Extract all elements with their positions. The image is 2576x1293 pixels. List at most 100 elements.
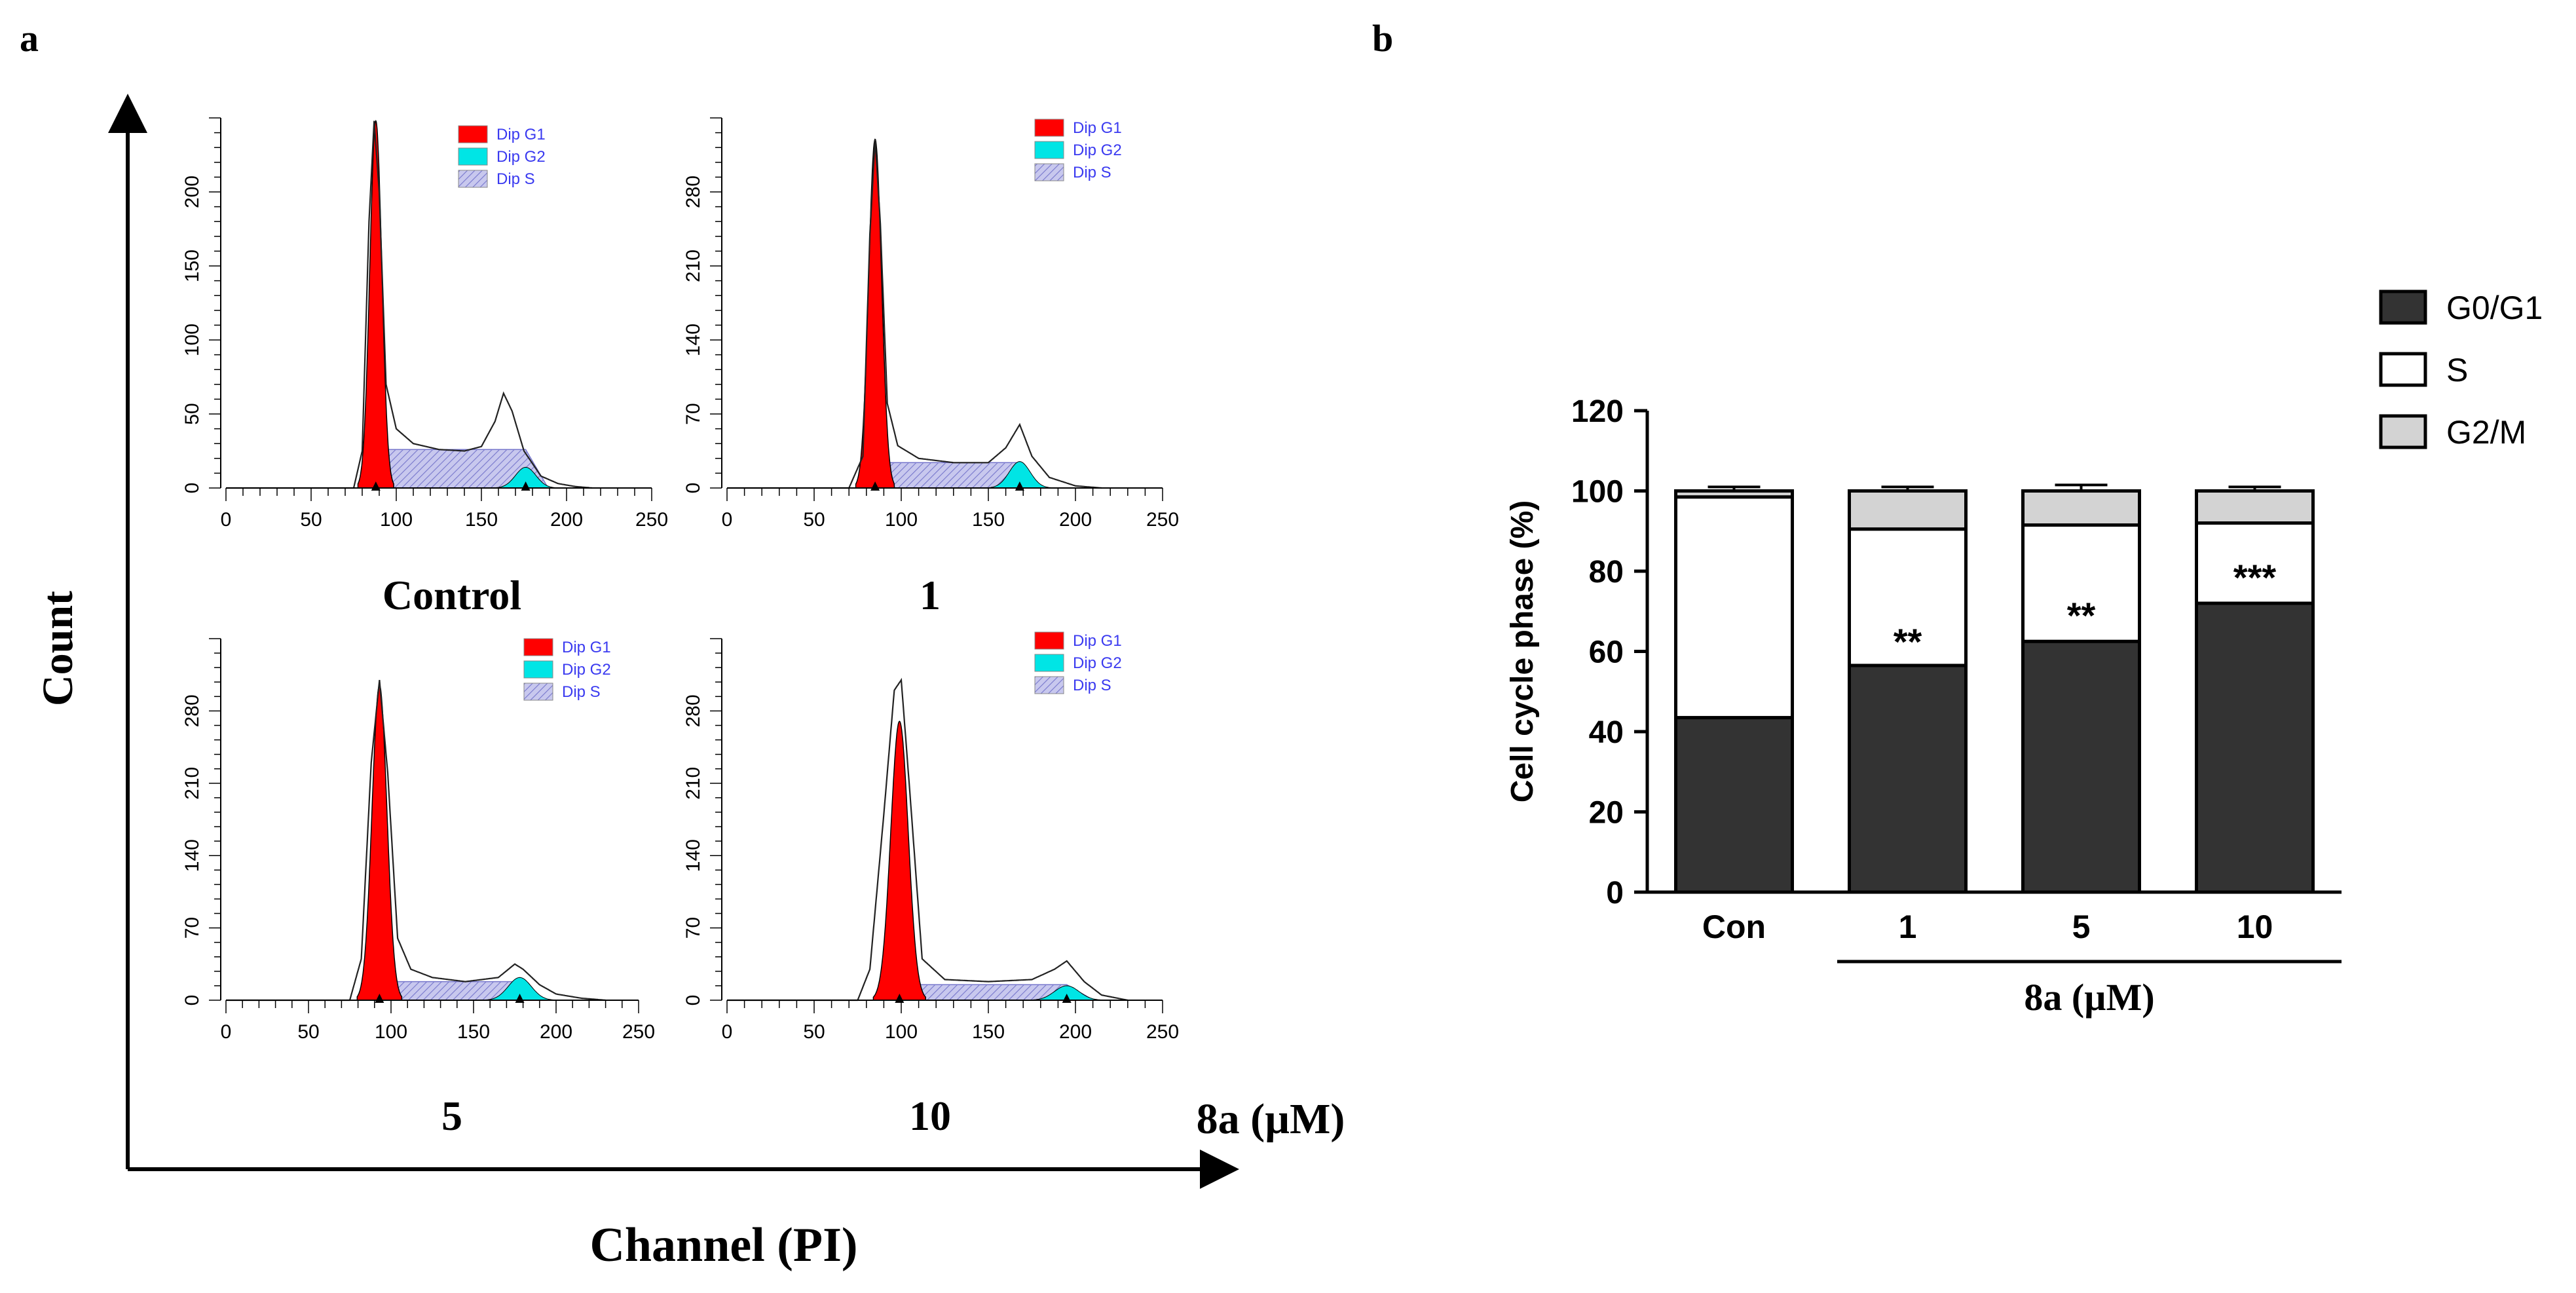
legend-label: Dip G1: [496, 126, 546, 143]
x-tick-label: 150: [457, 1021, 490, 1043]
panel-caption: 10: [909, 1093, 951, 1139]
g1-peak: [357, 119, 394, 489]
peak-marker: [1062, 994, 1072, 1003]
y-tick-label: 280: [682, 176, 704, 208]
x-tick-label: 250: [1146, 509, 1179, 531]
x-tick-label: 250: [635, 509, 668, 531]
bar-segment-g2-m: [2021, 489, 2141, 527]
legend-swatch: [458, 170, 488, 188]
histogram-line: [727, 139, 1102, 489]
legend-label: Dip G2: [1073, 654, 1122, 672]
y-tick-label: 70: [181, 917, 203, 939]
legend-label: Dip G2: [496, 148, 546, 166]
legend-swatch: [1034, 631, 1064, 650]
panel-caption: 5: [441, 1093, 462, 1139]
panel-a-unit-label: 8a (µM): [1197, 1095, 1345, 1143]
s-phase-area: [363, 449, 550, 489]
y-tick-label: 210: [682, 767, 704, 800]
x-tick-label: 150: [972, 1021, 1005, 1043]
x-tick-label: 100: [885, 509, 918, 531]
bar-legend-label: S: [2446, 352, 2468, 388]
bar-segment-g0-g1: [2021, 639, 2141, 894]
significance-stars: **: [2067, 595, 2096, 636]
bar-y-tick-label: 0: [1606, 876, 1624, 910]
g2-peak: [988, 461, 1052, 489]
bar-y-tick-label: 40: [1589, 715, 1624, 750]
significance-stars: **: [1894, 621, 1922, 662]
peak-marker: [515, 994, 525, 1003]
legend-swatch: [1034, 119, 1064, 137]
histogram-line: [226, 679, 606, 1002]
bar-segment-g0-g1: [1848, 664, 1968, 894]
group-label: 8a (µM): [2024, 976, 2154, 1019]
x-tick-label: 0: [221, 1021, 232, 1043]
y-tick-label: 0: [181, 995, 203, 1006]
bar-legend-swatch: [2379, 414, 2427, 449]
panel-a-letter: a: [20, 17, 39, 60]
y-tick-label: 150: [181, 250, 203, 282]
legend-swatch: [458, 125, 488, 143]
legend-swatch: [1034, 141, 1064, 159]
y-tick-label: 70: [682, 917, 704, 939]
x-tick-label: 50: [803, 509, 825, 531]
panel-caption: 1: [920, 572, 941, 618]
legend-swatch: [1034, 654, 1064, 672]
y-tick-label: 70: [682, 403, 704, 424]
x-tick-label: 0: [722, 509, 733, 531]
bar-segment-s: [2195, 521, 2315, 605]
bar-category-label: Con: [1702, 909, 1766, 945]
legend-swatch: [523, 638, 553, 656]
bar-category-label: 1: [1899, 909, 1917, 945]
x-tick-label: 200: [1059, 1021, 1092, 1043]
legend-label: Dip G1: [1073, 632, 1122, 650]
y-tick-label: 140: [682, 839, 704, 872]
significance-stars: ***: [2233, 557, 2277, 598]
x-tick-label: 200: [1059, 509, 1092, 531]
bar-y-tick-label: 120: [1571, 394, 1624, 429]
x-tick-label: 50: [803, 1021, 825, 1043]
bar-segment-g0-g1: [2195, 601, 2315, 894]
bar-y-tick-label: 20: [1589, 796, 1624, 831]
legend-label: Dip G2: [1073, 141, 1122, 159]
bar-segment-s: [1848, 527, 1968, 667]
histogram-panel-4: 0 50 100 150 200 250 0 70 140 210 280 Dip G1 Dip G2 D…: [682, 631, 1179, 1139]
legend-label: Dip G2: [562, 661, 611, 679]
g2-peak: [495, 466, 557, 489]
legend-label: Dip S: [1073, 677, 1111, 694]
x-tick-label: 0: [221, 509, 232, 531]
x-tick-label: 250: [1146, 1021, 1179, 1043]
y-tick-label: 50: [181, 403, 203, 424]
stacked-bar-chart: 0 20 40 60 80 100 120 Cell cycle phase (%) Con 1 *…: [1505, 290, 2543, 1019]
legend-label: Dip S: [1073, 164, 1111, 181]
panel-a-outer-axes: [108, 94, 1239, 1189]
y-tick-label: 210: [682, 250, 704, 282]
bar-legend-swatch: [2379, 290, 2427, 325]
x-tick-label: 100: [375, 1021, 407, 1043]
legend-label: Dip G1: [1073, 119, 1122, 137]
bar-y-tick-label: 60: [1589, 635, 1624, 670]
x-tick-label: 250: [622, 1021, 655, 1043]
bar-legend-swatch: [2379, 352, 2427, 387]
y-tick-label: 140: [682, 324, 704, 356]
legend-swatch: [523, 683, 553, 701]
histogram-line: [727, 677, 1129, 1002]
y-tick-label: 0: [181, 483, 203, 494]
bar-category-label: 10: [2237, 909, 2273, 945]
y-tick-label: 280: [181, 694, 203, 727]
peak-marker: [521, 481, 531, 491]
panel-a-y-title: Count: [34, 591, 82, 706]
peak-marker: [1015, 481, 1024, 491]
histogram-panel-3: 0 50 100 150 200 250 0 70 140 210 280 Dip G1 Dip G2 D…: [181, 638, 655, 1139]
g2-peak: [1030, 985, 1104, 1001]
y-tick-label: 100: [181, 324, 203, 356]
panel-caption: Control: [383, 572, 521, 618]
y-tick-label: 200: [181, 176, 203, 208]
bar-segment-g2-m: [1848, 489, 1968, 531]
legend-swatch: [458, 147, 488, 166]
y-tick-label: 210: [181, 767, 203, 800]
legend-label: Dip S: [562, 683, 601, 701]
g1-peak: [872, 721, 926, 1001]
x-tick-label: 200: [540, 1021, 572, 1043]
